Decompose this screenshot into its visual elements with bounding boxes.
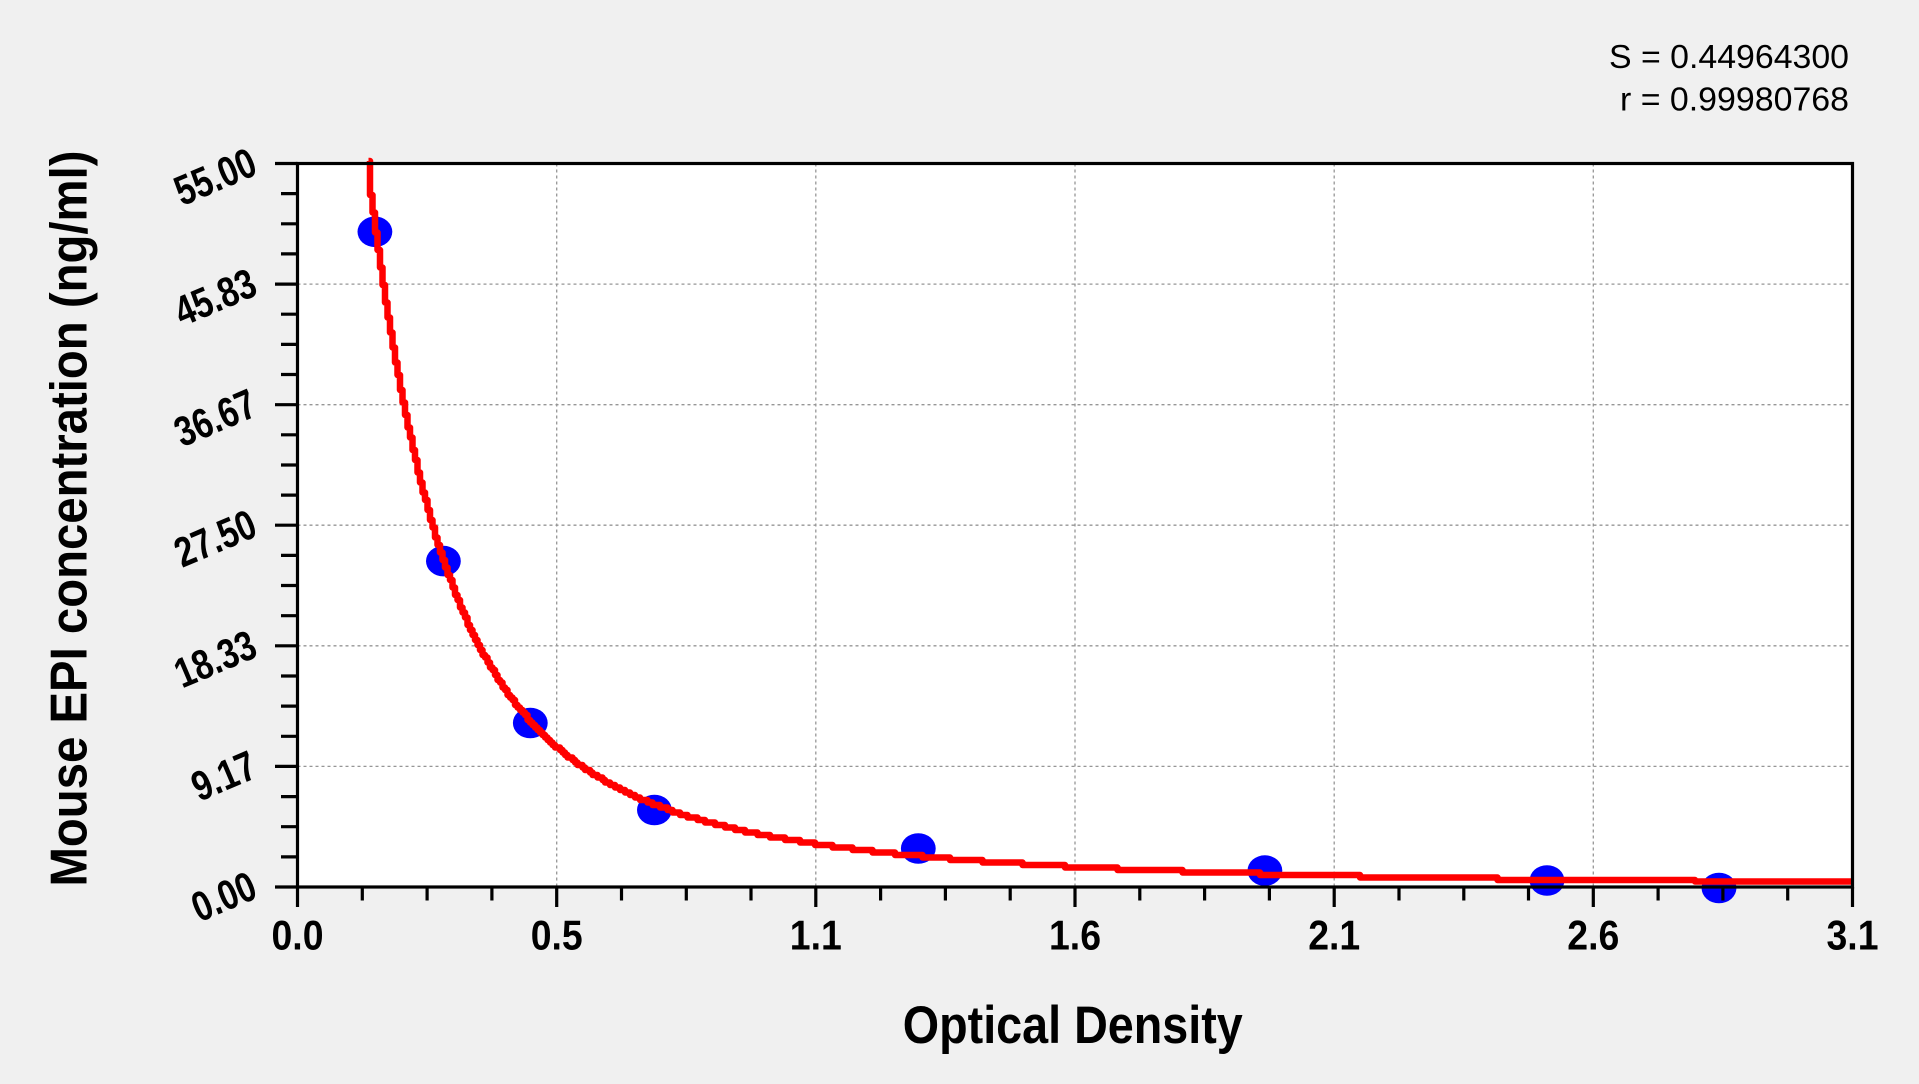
svg-text:1.6: 1.6 — [1049, 912, 1101, 959]
svg-text:2.1: 2.1 — [1308, 912, 1360, 959]
svg-text:S = 0.44964300: S = 0.44964300 — [1609, 38, 1849, 75]
svg-text:1.1: 1.1 — [790, 912, 842, 959]
svg-text:Mouse EPI concentration (ng/ml: Mouse EPI concentration (ng/ml) — [41, 151, 99, 887]
svg-text:r = 0.99980768: r = 0.99980768 — [1620, 81, 1849, 118]
svg-text:2.6: 2.6 — [1567, 912, 1619, 959]
svg-text:0.5: 0.5 — [531, 912, 583, 959]
svg-text:3.1: 3.1 — [1827, 912, 1879, 959]
svg-text:0.0: 0.0 — [272, 912, 324, 959]
svg-text:Optical Density: Optical Density — [903, 996, 1243, 1055]
